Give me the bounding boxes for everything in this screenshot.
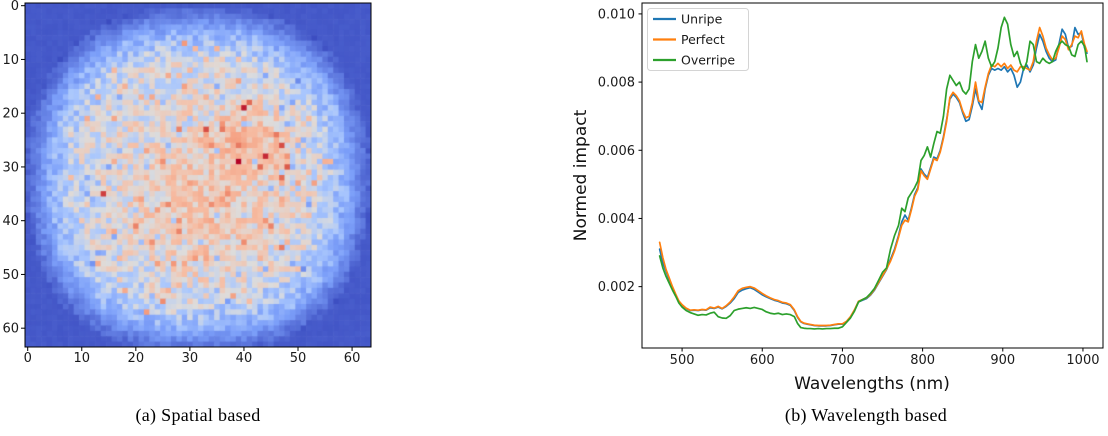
line-chart-y-tick-label: 0.010 [598,7,635,22]
line-chart-frame [641,2,1104,349]
heatmap-y-tick-label: 10 [2,53,19,68]
subfigure-a-caption: (a) Spatial based [135,405,260,426]
heatmap-x-tick-label: 30 [182,351,199,366]
legend-label-perfect: Perfect [681,32,725,47]
heatmap-x-tick-label: 40 [236,351,253,366]
heatmap-y-tick-label: 0 [11,0,19,14]
heatmap-x-tick-label: 0 [24,351,32,366]
heatmap-x-tick-label: 10 [73,351,90,366]
heatmap-y-tick-label: 50 [2,268,19,283]
line-chart-series [658,16,1088,330]
heatmap-image [25,3,371,347]
line-chart-y-tick-label: 0.004 [598,212,635,227]
heatmap-frame [24,2,372,348]
line-chart-x-tick-label: 1000 [1066,353,1099,368]
heatmap-x-tick-label: 50 [290,351,307,366]
series-line-unripe [658,26,1088,327]
subfigure-a-axes: 0 10 20 30 40 50 60 0 10 20 30 40 50 60 [2,0,372,366]
heatmap-y-tick-label: 40 [2,214,19,229]
x-axis-label: Wavelengths (nm) [794,374,950,394]
line-chart-y-tick-label: 0.002 [598,280,635,295]
line-chart-x-tick-label: 600 [750,353,775,368]
legend-label-overripe: Overripe [681,53,735,68]
line-chart-x-tick-label: 500 [670,353,695,368]
subfigure-b-caption: (b) Wavelength based [785,405,947,426]
y-axis-label: Normed impact [571,109,591,241]
series-line-overripe [658,16,1088,330]
heatmap-y-tick-label: 60 [2,322,19,337]
series-line-perfect [658,26,1088,327]
line-chart-x-tick-label: 900 [990,353,1015,368]
legend-label-unripe: Unripe [681,12,723,27]
line-chart-y-tick-label: 0.008 [598,76,635,91]
legend-box [647,8,749,71]
line-chart-x-tick-label: 800 [910,353,935,368]
heatmap-x-tick-label: 60 [344,351,361,366]
line-chart-x-tick-label: 700 [830,353,855,368]
heatmap-ticks: 0 10 20 30 40 50 60 0 10 20 30 40 50 60 [2,0,360,366]
heatmap-y-tick-label: 30 [2,160,19,175]
legend: Unripe Perfect Overripe [647,8,749,71]
line-chart-y-tick-label: 0.006 [598,144,635,159]
line-chart-ticks: 500 600 700 800 900 1000 0.002 0.004 0.006 0.008 0… [598,7,1100,368]
heatmap-x-tick-label: 20 [128,351,145,366]
heatmap-y-tick-label: 20 [2,107,19,122]
subfigure-b-axes: 500 600 700 800 900 1000 0.002 0.004 0.006 0.008 0… [571,2,1104,394]
